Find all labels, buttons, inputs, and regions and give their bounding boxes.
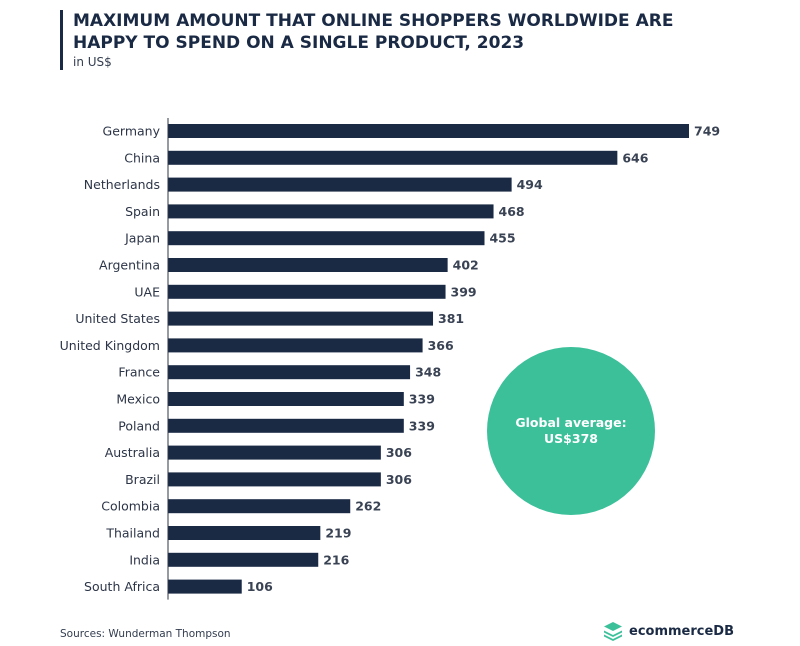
value-label: 306 [386,445,412,460]
category-label: United Kingdom [60,338,160,353]
value-label: 348 [415,365,441,380]
layers-icon [604,622,622,641]
bar [168,150,618,165]
value-label: 749 [694,124,720,139]
category-label: South Africa [84,579,160,594]
bar [168,258,448,272]
value-label: 494 [517,177,543,192]
bar [168,204,494,219]
source-note: Sources: Wunderman Thompson [60,628,231,640]
bar [168,338,423,353]
category-label: Thailand [105,526,160,541]
value-label: 106 [247,579,273,594]
bar [168,472,381,487]
bar [168,526,321,540]
category-label: India [129,552,160,567]
category-label: United States [75,311,160,326]
global-average-value: US$378 [544,431,598,446]
bar [168,284,446,299]
bar [168,445,381,460]
value-label: 468 [499,204,525,219]
global-average-label: Global average: [515,415,626,430]
bar [168,392,404,406]
category-label: Japan [124,231,160,246]
value-label: 402 [453,258,479,273]
global-average-circle [487,347,655,515]
category-label: Netherlands [84,177,160,192]
title-block: MAXIMUM AMOUNT THAT ONLINE SHOPPERS WORL… [60,10,733,70]
brand-logo: ecommerceDB [603,620,734,642]
bars-group: Germany 749 China 646 Netherlands 494 Spain 468… [60,124,720,595]
category-label: Australia [105,445,160,460]
category-label: UAE [134,284,160,299]
chart-subtitle: in US$ [73,55,112,69]
chart-title: MAXIMUM AMOUNT THAT ONLINE SHOPPERS WORL… [73,11,674,53]
bar [168,231,485,246]
value-label: 219 [325,526,351,541]
global-average-bubble: Global average: US$378 [487,347,655,515]
value-label: 366 [428,338,454,353]
category-label: Colombia [101,499,160,514]
category-label: China [124,150,160,165]
value-label: 455 [489,231,515,246]
value-label: 339 [409,418,435,433]
bar [168,499,351,514]
category-label: France [118,365,160,380]
value-label: 262 [355,499,381,514]
bar [168,418,404,433]
category-label: Argentina [99,258,160,273]
value-label: 216 [323,552,349,567]
bar [168,177,512,192]
category-label: Poland [118,418,160,433]
category-label: Mexico [116,392,160,407]
brand-name: ecommerceDB [629,623,734,639]
value-label: 399 [451,284,477,299]
value-label: 381 [438,311,464,326]
value-label: 339 [409,392,435,407]
bar [168,311,434,326]
value-label: 306 [386,472,412,487]
bar [168,579,242,594]
value-label: 646 [622,150,648,165]
bar [168,365,411,380]
bar [168,552,319,567]
bar [168,124,689,138]
category-label: Brazil [125,472,160,487]
category-label: Spain [125,204,160,219]
category-label: Germany [103,124,161,139]
